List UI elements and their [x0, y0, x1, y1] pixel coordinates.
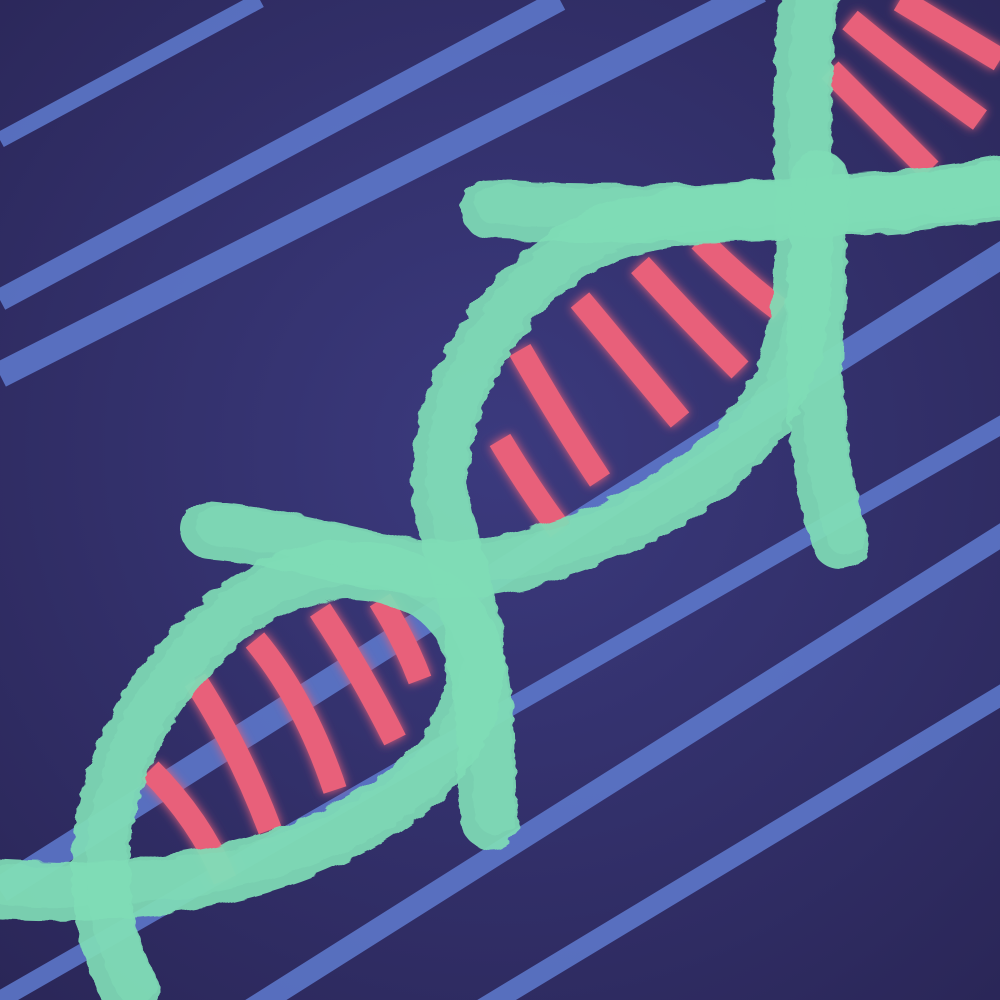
backbone-strand-stroke — [801, 155, 866, 555]
stripe — [245, 523, 1000, 1000]
base-pair-rung — [570, 292, 690, 428]
base-pair-rung — [821, 61, 939, 179]
base-pair-rung — [245, 632, 347, 794]
base-pair-rung — [184, 673, 282, 835]
stripe — [0, 0, 264, 148]
stripe — [0, 0, 566, 310]
base-pair-rung — [842, 10, 987, 130]
stripe — [0, 0, 766, 387]
base-pair-rung — [369, 593, 432, 685]
base-pair-rung — [631, 256, 749, 379]
base-pair-rung — [893, 0, 1000, 71]
base-pair-rung — [310, 603, 406, 746]
stripe — [477, 684, 1000, 1000]
base-pair-rung — [691, 231, 788, 320]
base-pair-rungs — [141, 0, 1000, 885]
base-pair-rung — [509, 344, 610, 487]
